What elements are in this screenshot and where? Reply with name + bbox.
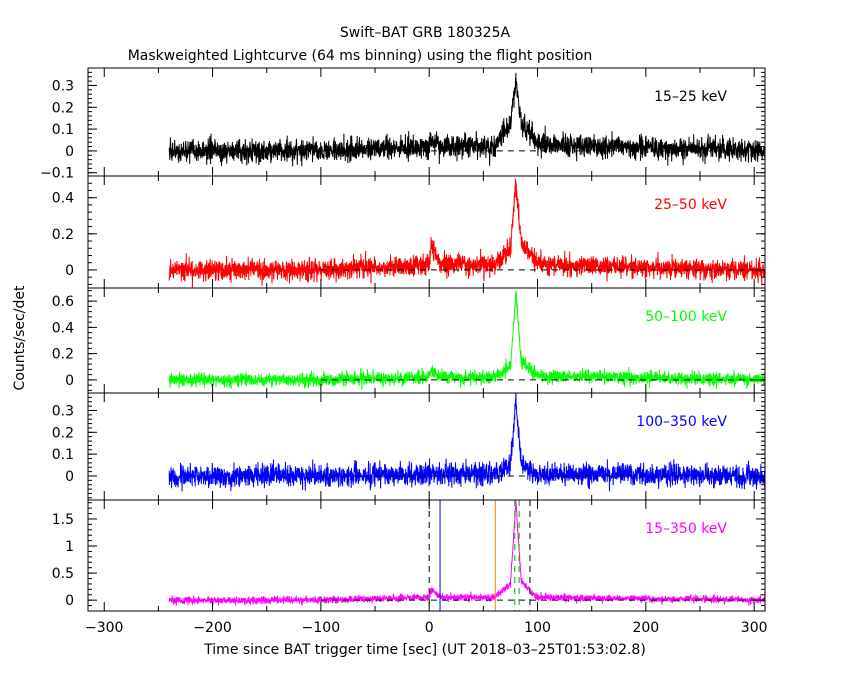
- lightcurve-trace: [168, 500, 765, 607]
- y-tick-label: 0.3: [52, 403, 74, 419]
- y-tick-label: 0: [65, 263, 74, 279]
- panel-4: 0 0.1 0.2 0.3 100–350 keV: [52, 392, 766, 501]
- y-tick-label: 0.3: [52, 78, 74, 94]
- y-axis-label: Counts/sec/det: [12, 285, 28, 390]
- y-tick-label: 0.6: [52, 294, 74, 310]
- y-tick-label: 1: [65, 539, 74, 555]
- x-tick-label: −100: [302, 620, 340, 636]
- y-tick-label: 0: [65, 144, 74, 160]
- chart-subtitle: Maskweighted Lightcurve (64 ms binning) …: [128, 48, 593, 64]
- x-tick-label: −300: [85, 620, 123, 636]
- y-tick-label: 0.2: [52, 100, 74, 116]
- x-tick-label: 200: [632, 620, 659, 636]
- band-label: 25–50 keV: [654, 197, 727, 213]
- y-tick-label: 0: [65, 593, 74, 609]
- y-tick-label: 0.2: [52, 347, 74, 363]
- band-label: 15–350 keV: [645, 521, 727, 537]
- y-tick-label: 0: [65, 373, 74, 389]
- panel-frame: [87, 499, 766, 612]
- lightcurve-trace: [168, 72, 765, 167]
- panel-1: −0.1 0 0.1 0.2 0.3 15–25 keV: [40, 67, 766, 182]
- panel-2: 0 0.2 0.4 25–50 keV: [52, 175, 766, 289]
- band-label: 15–25 keV: [654, 89, 727, 105]
- x-tick-label: 300: [741, 620, 768, 636]
- panel-5: 0 0.5 1 1.5 15–350 keV: [52, 499, 766, 612]
- y-tick-label: 0.4: [52, 320, 74, 336]
- y-tick-label: 0.1: [52, 122, 74, 138]
- y-tick-label: 1.5: [52, 512, 74, 528]
- y-tick-label: 0.2: [52, 227, 74, 243]
- x-tick-label: 0: [425, 620, 434, 636]
- x-tick-label: 100: [524, 620, 551, 636]
- chart-title: Swift–BAT GRB 180325A: [340, 25, 511, 41]
- y-tick-label: 0.2: [52, 425, 74, 441]
- x-axis-label: Time since BAT trigger time [sec] (UT 20…: [203, 642, 646, 658]
- y-tick-label: 0: [65, 469, 74, 485]
- lightcurve-trace: [168, 290, 765, 390]
- lightcurve-trace: [168, 178, 765, 288]
- panel-3: 0 0.2 0.4 0.6 50–100 keV: [52, 287, 766, 394]
- panel-frame: [87, 392, 766, 501]
- y-tick-label: 0.4: [52, 191, 74, 207]
- x-tick-label: −200: [193, 620, 231, 636]
- lightcurve-trace: [168, 393, 765, 492]
- y-tick-label: −0.1: [40, 166, 74, 182]
- band-label: 50–100 keV: [645, 309, 727, 325]
- y-tick-label: 0.1: [52, 447, 74, 463]
- y-tick-label: 0.5: [52, 566, 74, 582]
- band-label: 100–350 keV: [636, 414, 727, 430]
